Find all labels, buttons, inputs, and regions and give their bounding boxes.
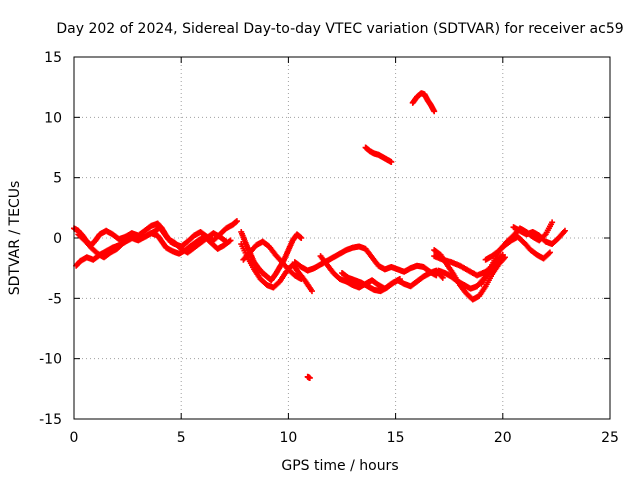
series-track-o [510,224,568,248]
data-point [298,276,305,283]
data-point [541,232,548,239]
data-point [223,238,230,245]
axis-ticks: 0 5 10 15 20 25 -15 -10 -5 0 5 10 15 [39,50,619,446]
plot-frame [73,56,611,420]
data-point [499,254,506,261]
y-tick-label: -15 [39,412,62,428]
y-tick-label: 10 [44,110,62,126]
data-point [233,218,240,225]
data-point [227,237,234,244]
data-point [306,374,313,381]
series-track-h [317,253,446,292]
data-point [546,249,553,256]
y-tick-label: -10 [39,352,62,368]
series-track-f [240,238,305,283]
x-tick-label: 5 [177,430,186,446]
y-tick-label: -5 [48,291,62,307]
y-tick-label: 5 [53,171,62,187]
series-track-k [431,251,506,279]
y-tick-label: 15 [44,50,62,66]
y-axis-label: SDTVAR / TECUs [7,181,23,296]
data-point [439,274,446,281]
x-tick-label: 20 [494,430,512,446]
y-tick-label: 0 [53,231,62,247]
data-point [298,235,305,241]
data-point [396,276,403,283]
series-track-i [339,269,403,295]
data-point [545,250,552,257]
series-high-arc-2 [409,90,438,115]
data-point [222,237,229,244]
plot-area [71,90,568,381]
data-point [388,158,395,165]
x-tick-label: 10 [279,430,297,446]
x-tick-label: 0 [70,430,79,446]
series-high-arc-1 [362,144,395,165]
x-tick-label: 15 [387,430,405,446]
series-track-n [482,233,553,263]
x-axis-label: GPS time / hours [281,458,398,474]
series-track-g [291,243,440,279]
series-low-point [304,373,313,381]
grid [74,57,610,419]
data-point [308,288,315,295]
data-point [431,108,438,115]
x-tick-label: 25 [601,430,619,446]
data-point [561,227,568,234]
data-point [549,219,556,226]
chart-title: Day 202 of 2024, Sidereal Day-to-day VTE… [56,21,623,37]
series-track-e [238,241,315,295]
series-track-c [75,224,230,261]
